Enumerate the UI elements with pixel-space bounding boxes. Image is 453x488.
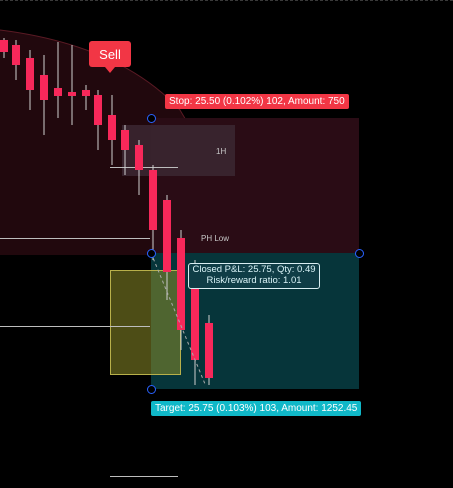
candle-body	[191, 270, 199, 360]
candle-body	[0, 40, 8, 52]
candle-body	[121, 130, 129, 150]
level-line-1[interactable]	[110, 167, 178, 168]
level-line-2[interactable]	[0, 238, 150, 239]
stop-label: Stop: 25.50 (0.102%) 102, Amount: 750	[165, 94, 349, 109]
candle-body	[12, 45, 20, 65]
target-label: Target: 25.75 (0.103%) 103, Amount: 1252…	[151, 401, 362, 416]
highlight-box[interactable]	[110, 270, 181, 375]
candle-body	[205, 323, 213, 378]
pnl-line: Closed P&L: 25.75, Qty: 0.49	[192, 264, 316, 275]
stop-handle[interactable]	[147, 114, 156, 123]
sell-marker[interactable]: Sell	[89, 41, 131, 73]
candle-body	[108, 115, 116, 140]
entry-handle-left[interactable]	[147, 249, 156, 258]
timeframe-box-label: 1H	[216, 147, 227, 156]
level-line-3[interactable]	[0, 326, 150, 327]
pnl-info-box: Closed P&L: 25.75, Qty: 0.49 Risk/reward…	[188, 263, 320, 289]
target-handle[interactable]	[147, 385, 156, 394]
level-line-4[interactable]	[110, 476, 178, 477]
level-label: PH Low	[201, 234, 230, 243]
risk-reward-line: Risk/reward ratio: 1.01	[206, 275, 302, 286]
candle-body	[163, 200, 171, 272]
candle-body	[40, 75, 48, 100]
candle-body	[94, 95, 102, 125]
candle-body	[135, 145, 143, 170]
candle-body	[54, 88, 62, 96]
top-dashed-line	[0, 0, 453, 2]
candle-body	[82, 90, 90, 96]
candle-body	[149, 170, 157, 230]
entry-handle-right[interactable]	[355, 249, 364, 258]
candle-body	[26, 58, 34, 90]
candle-body	[68, 92, 76, 96]
candle-body	[177, 238, 185, 330]
